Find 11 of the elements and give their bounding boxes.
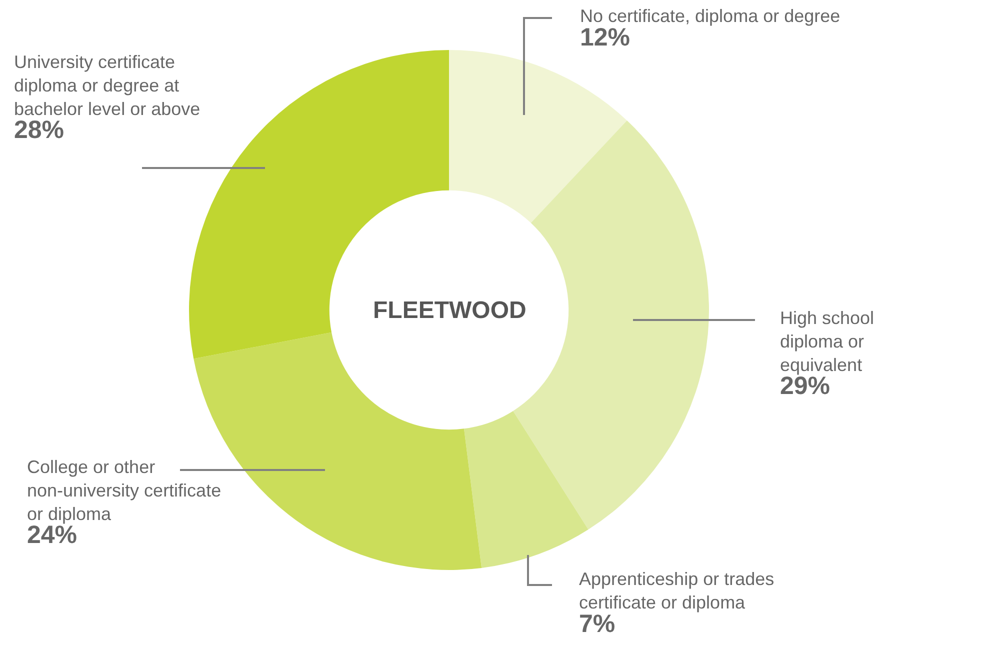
slice-label: No certificate, diploma or degree	[580, 6, 840, 26]
slice-label: College or other non-university certificate or diploma	[27, 457, 222, 524]
data-label: 7%	[579, 610, 616, 638]
donut-slice	[464, 410, 588, 568]
donut-slice	[449, 50, 627, 223]
text: FLEETWOOD	[373, 297, 526, 324]
data-label: 28%	[14, 116, 64, 144]
slice-label: Apprenticeship or trades certificate or diploma	[579, 569, 774, 612]
slice-label: University certificate diploma or degree at bachelor level or above	[14, 52, 200, 119]
data-label: 12%	[580, 23, 630, 52]
slice-label: High school diploma or equivalent	[780, 308, 874, 375]
